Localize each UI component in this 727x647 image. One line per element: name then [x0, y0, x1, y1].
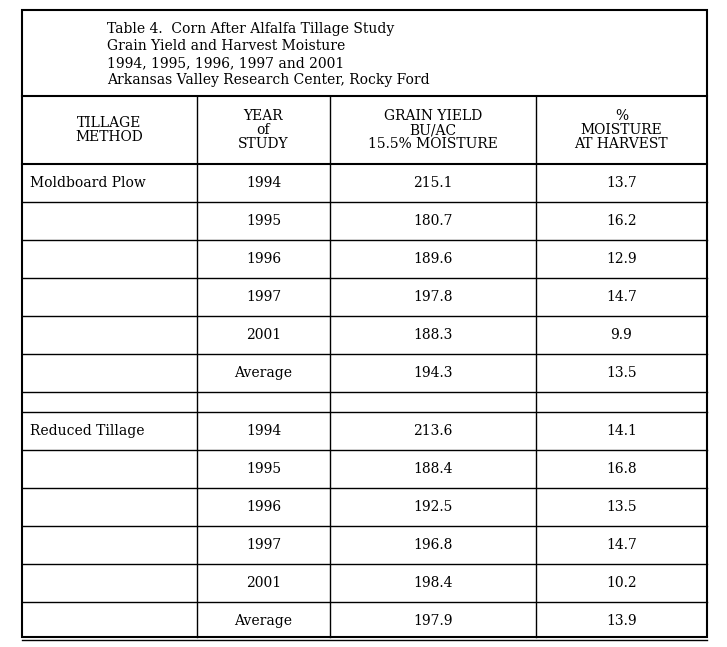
Text: 180.7: 180.7 — [413, 214, 453, 228]
Text: 1994: 1994 — [246, 176, 281, 190]
Text: 192.5: 192.5 — [414, 500, 453, 514]
Text: 197.8: 197.8 — [413, 290, 453, 304]
Text: 15.5% MOISTURE: 15.5% MOISTURE — [368, 137, 498, 151]
Text: Table 4.  Corn After Alfalfa Tillage Study: Table 4. Corn After Alfalfa Tillage Stud… — [107, 22, 394, 36]
Text: 13.5: 13.5 — [606, 366, 637, 380]
Text: 1995: 1995 — [246, 462, 281, 476]
Text: STUDY: STUDY — [238, 137, 289, 151]
Text: 194.3: 194.3 — [413, 366, 453, 380]
Text: 1995: 1995 — [246, 214, 281, 228]
Text: Average: Average — [235, 614, 292, 628]
Text: 1996: 1996 — [246, 252, 281, 266]
Text: %: % — [615, 109, 628, 123]
Text: METHOD: METHOD — [76, 130, 143, 144]
Text: Moldboard Plow: Moldboard Plow — [30, 176, 145, 190]
Text: 1997: 1997 — [246, 290, 281, 304]
Text: 10.2: 10.2 — [606, 576, 637, 590]
Text: 16.2: 16.2 — [606, 214, 637, 228]
Text: 188.4: 188.4 — [413, 462, 453, 476]
Text: 198.4: 198.4 — [413, 576, 453, 590]
Text: Reduced Tillage: Reduced Tillage — [30, 424, 145, 438]
Text: Arkansas Valley Research Center, Rocky Ford: Arkansas Valley Research Center, Rocky F… — [107, 73, 430, 87]
Text: 1996: 1996 — [246, 500, 281, 514]
Text: 2001: 2001 — [246, 328, 281, 342]
Text: 1994: 1994 — [246, 424, 281, 438]
Text: 14.7: 14.7 — [606, 538, 637, 552]
Text: 188.3: 188.3 — [414, 328, 453, 342]
Text: 14.7: 14.7 — [606, 290, 637, 304]
Text: 14.1: 14.1 — [606, 424, 637, 438]
Text: Grain Yield and Harvest Moisture: Grain Yield and Harvest Moisture — [107, 39, 345, 53]
Text: AT HARVEST: AT HARVEST — [574, 137, 668, 151]
Text: 215.1: 215.1 — [413, 176, 453, 190]
Text: MOISTURE: MOISTURE — [580, 123, 662, 137]
Text: 1997: 1997 — [246, 538, 281, 552]
Text: of: of — [257, 123, 270, 137]
Text: 213.6: 213.6 — [414, 424, 453, 438]
Text: 2001: 2001 — [246, 576, 281, 590]
Text: 13.7: 13.7 — [606, 176, 637, 190]
Text: GRAIN YIELD: GRAIN YIELD — [384, 109, 482, 123]
Text: BU/AC: BU/AC — [409, 123, 457, 137]
Text: 12.9: 12.9 — [606, 252, 637, 266]
Text: 196.8: 196.8 — [414, 538, 453, 552]
Text: 13.5: 13.5 — [606, 500, 637, 514]
Text: 16.8: 16.8 — [606, 462, 637, 476]
Text: 197.9: 197.9 — [413, 614, 453, 628]
Text: 1994, 1995, 1996, 1997 and 2001: 1994, 1995, 1996, 1997 and 2001 — [107, 56, 345, 70]
Text: TILLAGE: TILLAGE — [77, 116, 142, 130]
Text: YEAR: YEAR — [244, 109, 284, 123]
Text: 189.6: 189.6 — [414, 252, 453, 266]
Text: 9.9: 9.9 — [611, 328, 632, 342]
Text: 13.9: 13.9 — [606, 614, 637, 628]
Text: Average: Average — [235, 366, 292, 380]
